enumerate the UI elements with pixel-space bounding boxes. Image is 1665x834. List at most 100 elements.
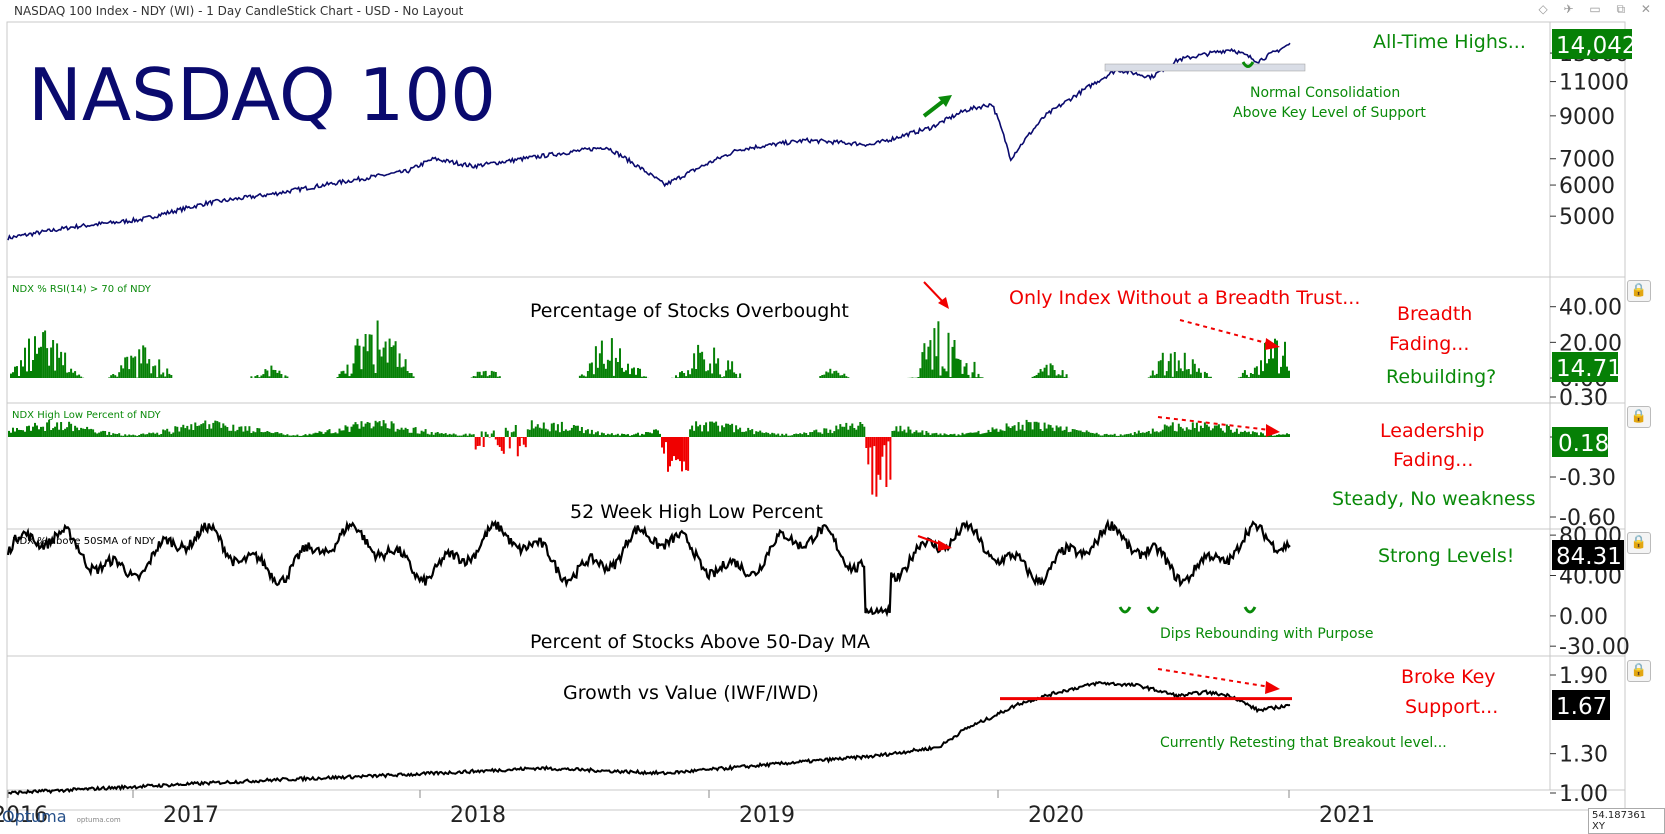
highlow-bar (1180, 427, 1182, 437)
overbought-bar (154, 366, 156, 379)
overbought-bar (18, 376, 20, 378)
highlow-bar (359, 429, 361, 437)
overbought-bar (587, 371, 589, 378)
highlow-bar (30, 431, 32, 437)
overbought-bar (12, 372, 14, 378)
highlow-bar (323, 434, 325, 437)
overbought-bar (385, 342, 387, 379)
overbought-bar (1040, 369, 1042, 378)
overbought-bar (982, 377, 984, 378)
highlow-bar (1236, 429, 1238, 437)
highlow-bar (485, 432, 487, 437)
highlow-bar (150, 433, 152, 437)
highlow-bar (895, 426, 897, 437)
overbought-bar (641, 377, 643, 378)
overbought-bar (1042, 372, 1044, 379)
highlow-bar (459, 436, 461, 437)
overbought-bar (168, 374, 170, 378)
highlow-bar (321, 432, 323, 437)
highlow-bar (347, 427, 349, 437)
highlow-bar (974, 433, 976, 438)
overbought-bar (964, 367, 966, 379)
highlow-bar (1146, 432, 1148, 437)
highlow-bar (1108, 435, 1110, 437)
panel-lock-icon[interactable]: 🔒 (1627, 406, 1651, 428)
highlow-bar (343, 430, 345, 437)
highlow-bar (216, 421, 218, 437)
highlow-bar (182, 425, 184, 437)
highlow-bar (982, 434, 984, 438)
overbought-bar (639, 369, 641, 378)
overbought-bar (1242, 373, 1244, 378)
overbought-bar (160, 374, 162, 378)
highlow-bar (288, 436, 290, 438)
overbought-bar (110, 375, 112, 378)
highlow-bar (1096, 433, 1098, 437)
highlow-bar (929, 435, 931, 437)
overbought-bar (108, 377, 110, 378)
highlow-bar (120, 436, 122, 437)
highlow-bar (942, 435, 944, 437)
overbought-bar (389, 339, 391, 378)
growthvalue-tick-label: 1.00 (1559, 782, 1608, 807)
highlow-bar (595, 432, 597, 437)
overbought-bar (138, 349, 140, 378)
highlow-bar (619, 436, 621, 438)
highlow-tick-label: 0.30 (1559, 386, 1608, 411)
highlow-bar (280, 433, 282, 437)
dip-rebound-arc (1245, 607, 1255, 612)
highlow-bar (747, 428, 749, 437)
highlow-bar (723, 427, 725, 437)
panel-lock-icon[interactable]: 🔒 (1627, 532, 1651, 554)
highlow-bar (597, 431, 599, 437)
highlow-bar (627, 434, 629, 437)
overbought-bar (280, 374, 282, 378)
overbought-bar (725, 371, 727, 379)
overbought-bar (158, 359, 160, 378)
overbought-bar (1162, 353, 1164, 378)
highlow-bar (1254, 432, 1256, 437)
highlow-bar (777, 434, 779, 437)
overbought-bar (66, 373, 68, 378)
highlow-bar (1014, 425, 1016, 437)
highlow-bar (863, 427, 865, 437)
highlow-bar (523, 437, 525, 445)
highlow-bar (294, 436, 296, 438)
overbought-bar (1066, 374, 1068, 378)
highlow-bar (178, 432, 180, 438)
highlow-bar (801, 434, 803, 437)
highlow-bar (234, 431, 236, 437)
highlow-bar (1106, 434, 1108, 437)
overbought-bar (264, 369, 266, 378)
overbought-bar (367, 351, 369, 378)
overbought-bar (260, 376, 262, 379)
highlow-bar (126, 436, 128, 437)
highlow-bar (669, 437, 671, 466)
highlow-bar (24, 432, 26, 437)
highlow-bar (1008, 427, 1010, 438)
highlow-bar (683, 437, 685, 462)
highlow-bar (687, 437, 689, 471)
above50-last-value: 84.31 (1556, 544, 1622, 570)
overbought-bar (286, 377, 288, 379)
zoom-readout[interactable]: 54.187361 XY (1588, 808, 1665, 834)
highlow-bar (110, 435, 112, 437)
overbought-bar (152, 366, 154, 378)
panel-lock-icon[interactable]: 🔒 (1627, 280, 1651, 302)
overbought-bar (719, 374, 721, 378)
overbought-bar (603, 364, 605, 378)
highlow-bar (745, 431, 747, 437)
highlow-bar (527, 429, 529, 437)
highlow-title: 52 Week High Low Percent (570, 501, 823, 523)
highlow-bar (1188, 429, 1190, 437)
overbought-bar (130, 356, 132, 378)
price-tick-label: 11000 (1559, 71, 1629, 96)
highlow-bar (875, 437, 877, 497)
highlow-bar (32, 427, 34, 437)
overbought-bar (974, 362, 976, 378)
overbought-bar (1148, 377, 1150, 378)
overbought-bar (966, 363, 968, 378)
panel-lock-icon[interactable]: 🔒 (1627, 660, 1651, 682)
highlow-bar (481, 431, 483, 437)
overbought-bar (1168, 361, 1170, 378)
